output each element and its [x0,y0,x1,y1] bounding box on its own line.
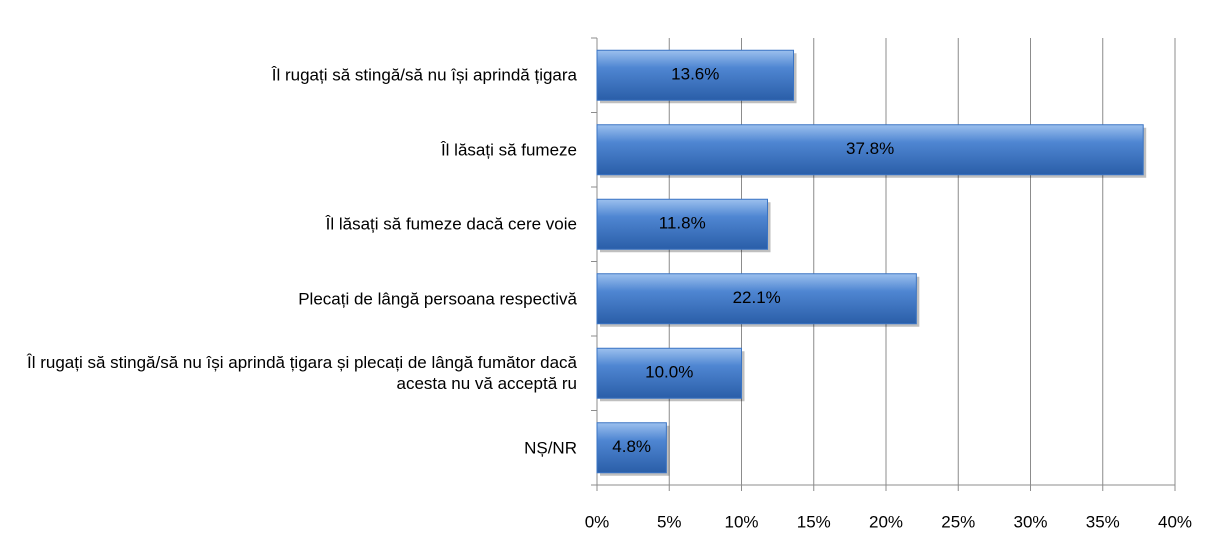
category-label: NȘ/NR [524,438,577,458]
data-label: 13.6% [671,65,719,84]
bar [596,124,1144,176]
bar [596,273,917,325]
x-tick-label: 40% [1158,512,1192,531]
x-tick-label: 30% [1013,512,1047,531]
category-label: Plecați de lângă persoana respectivă [298,289,577,309]
data-label: 10.0% [645,363,693,382]
category-label: Îl rugați să stingă/să nu își aprindă ți… [271,65,577,85]
x-tick-label: 20% [869,512,903,531]
x-tick-label: 35% [1086,512,1120,531]
x-tick-label: 0% [585,512,610,531]
data-label: 22.1% [733,288,781,307]
x-tick-label: 10% [724,512,758,531]
data-label: 37.8% [846,139,894,158]
data-label: 11.8% [659,214,706,233]
category-label: Îl rugați să stingă/să nu își aprindă ți… [27,353,577,394]
bar [596,49,795,101]
category-label: Îl lăsați să fumeze dacă cere voie [325,214,577,234]
category-label: Îl lăsați să fumeze [440,140,577,160]
data-label: 4.8% [612,437,651,456]
bar [596,198,769,250]
x-tick-label: 25% [941,512,975,531]
x-tick-label: 5% [657,512,682,531]
bar [596,347,742,399]
x-tick-label: 15% [797,512,831,531]
bar [596,422,667,474]
